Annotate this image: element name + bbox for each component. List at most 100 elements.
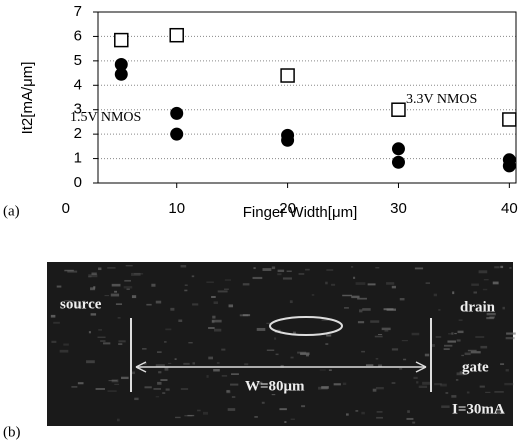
speck xyxy=(326,334,331,336)
speck xyxy=(376,387,384,389)
speck xyxy=(134,273,143,274)
y-tick-label: 7 xyxy=(74,3,82,20)
point xyxy=(392,156,405,169)
speck xyxy=(160,379,167,381)
speck xyxy=(400,298,405,300)
speck xyxy=(458,331,464,333)
y-tick-label: 1 xyxy=(74,150,82,167)
speck xyxy=(272,266,275,269)
point xyxy=(503,159,516,172)
x-tick-label: 0 xyxy=(62,200,70,217)
speck xyxy=(325,282,328,285)
speck xyxy=(185,285,188,286)
speck xyxy=(224,288,229,290)
speck xyxy=(384,308,394,310)
speck xyxy=(436,336,442,338)
speck xyxy=(254,416,258,418)
speck xyxy=(392,382,396,383)
speck xyxy=(108,390,117,392)
speck xyxy=(358,321,364,323)
speck xyxy=(376,417,383,419)
speck xyxy=(157,351,162,352)
speck xyxy=(485,392,490,393)
speck xyxy=(118,343,122,344)
y-tick-label: 4 xyxy=(74,76,82,93)
point xyxy=(503,113,516,126)
speck xyxy=(480,386,485,388)
speck xyxy=(157,382,161,385)
speck xyxy=(112,379,119,382)
speck xyxy=(86,360,95,363)
speck xyxy=(377,411,383,412)
speck xyxy=(116,303,122,305)
speck xyxy=(506,332,516,334)
panel-label: (a) xyxy=(3,203,20,219)
photo-label: drain xyxy=(460,299,496,315)
speck xyxy=(406,418,413,420)
speck xyxy=(166,388,170,390)
speck xyxy=(276,354,279,355)
speck xyxy=(415,268,423,270)
speck xyxy=(121,377,129,379)
y-tick-label: 2 xyxy=(74,125,82,142)
speck xyxy=(78,382,84,384)
speck xyxy=(153,388,161,389)
speck xyxy=(412,333,420,336)
speck xyxy=(493,282,499,285)
point xyxy=(115,34,128,47)
speck xyxy=(465,353,471,356)
speck xyxy=(243,314,250,316)
speck xyxy=(142,348,147,349)
speck xyxy=(283,277,292,279)
speck xyxy=(207,375,209,378)
speck xyxy=(392,348,398,350)
speck xyxy=(208,357,213,360)
speck xyxy=(183,363,189,365)
speck xyxy=(312,294,314,295)
speck xyxy=(165,329,171,331)
speck xyxy=(351,296,359,298)
speck xyxy=(300,352,309,354)
speck xyxy=(284,421,286,423)
speck xyxy=(484,279,489,280)
speck xyxy=(98,268,101,271)
speck xyxy=(447,341,456,343)
y-axis-label: It2[mA/μm] xyxy=(19,62,36,135)
y-tick-label: 6 xyxy=(74,27,82,44)
speck xyxy=(253,267,255,269)
speck xyxy=(331,284,335,286)
speck xyxy=(213,369,220,372)
speck xyxy=(386,282,394,285)
speck xyxy=(361,351,365,352)
speck xyxy=(368,283,376,285)
speck xyxy=(471,284,479,286)
speck xyxy=(329,369,332,371)
speck xyxy=(459,319,463,320)
speck xyxy=(355,410,358,411)
speck xyxy=(263,268,272,271)
speck xyxy=(301,405,305,407)
speck xyxy=(212,320,222,323)
speck xyxy=(112,284,121,287)
speck xyxy=(452,291,454,294)
speck xyxy=(451,395,456,398)
figure: It2[mA/μm] Finger Width[μm] (a) (b) sour… xyxy=(0,0,523,444)
speck xyxy=(375,336,383,338)
photo-label: source xyxy=(60,296,102,312)
speck xyxy=(208,327,215,329)
photo-label: gate xyxy=(462,359,489,375)
speck xyxy=(461,355,464,356)
speck xyxy=(156,301,161,304)
speck xyxy=(373,389,377,392)
speck xyxy=(226,390,230,393)
x-axis-label: Finger Width[μm] xyxy=(243,204,358,221)
speck xyxy=(434,294,437,297)
speck xyxy=(479,270,488,273)
point xyxy=(281,69,294,82)
speck xyxy=(278,270,285,272)
speck xyxy=(184,290,187,292)
speck xyxy=(134,398,138,400)
speck xyxy=(126,265,133,266)
photo-background xyxy=(47,262,513,426)
speck xyxy=(231,373,239,375)
